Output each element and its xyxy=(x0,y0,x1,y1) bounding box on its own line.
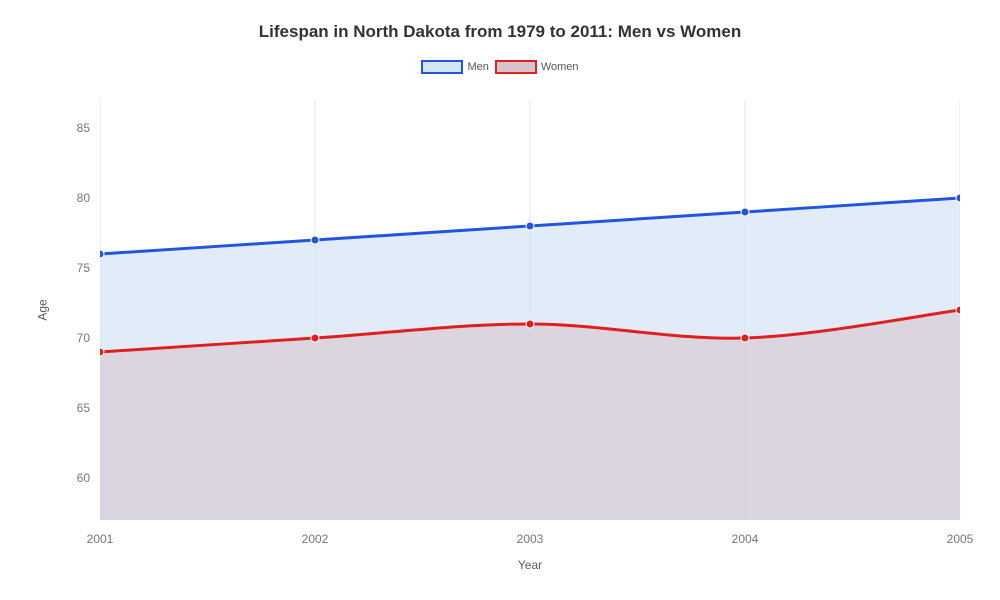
y-tick-label: 85 xyxy=(77,121,90,135)
legend-label-women: Women xyxy=(541,61,579,73)
x-tick-label: 2005 xyxy=(947,532,974,546)
legend-swatch-men xyxy=(421,60,463,74)
legend-label-men: Men xyxy=(467,61,488,73)
y-tick-label: 70 xyxy=(77,331,90,345)
legend-swatch-women xyxy=(495,60,537,74)
y-tick-label: 60 xyxy=(77,471,90,485)
legend-item-men: Men xyxy=(421,60,488,74)
y-tick-label: 65 xyxy=(77,401,90,415)
y-axis-label: Age xyxy=(36,299,50,320)
chart-title: Lifespan in North Dakota from 1979 to 20… xyxy=(0,0,1000,42)
x-axis-label: Year xyxy=(518,558,542,572)
legend: Men Women xyxy=(0,60,1000,74)
x-tick-label: 2002 xyxy=(302,532,329,546)
chart-container: Lifespan in North Dakota from 1979 to 20… xyxy=(0,0,1000,600)
y-tick-label: 80 xyxy=(77,191,90,205)
y-tick-label: 75 xyxy=(77,261,90,275)
x-tick-label: 2003 xyxy=(517,532,544,546)
legend-item-women: Women xyxy=(495,60,579,74)
plot-area xyxy=(100,100,960,520)
x-tick-label: 2004 xyxy=(732,532,759,546)
x-tick-label: 2001 xyxy=(87,532,114,546)
chart-svg xyxy=(100,100,960,520)
